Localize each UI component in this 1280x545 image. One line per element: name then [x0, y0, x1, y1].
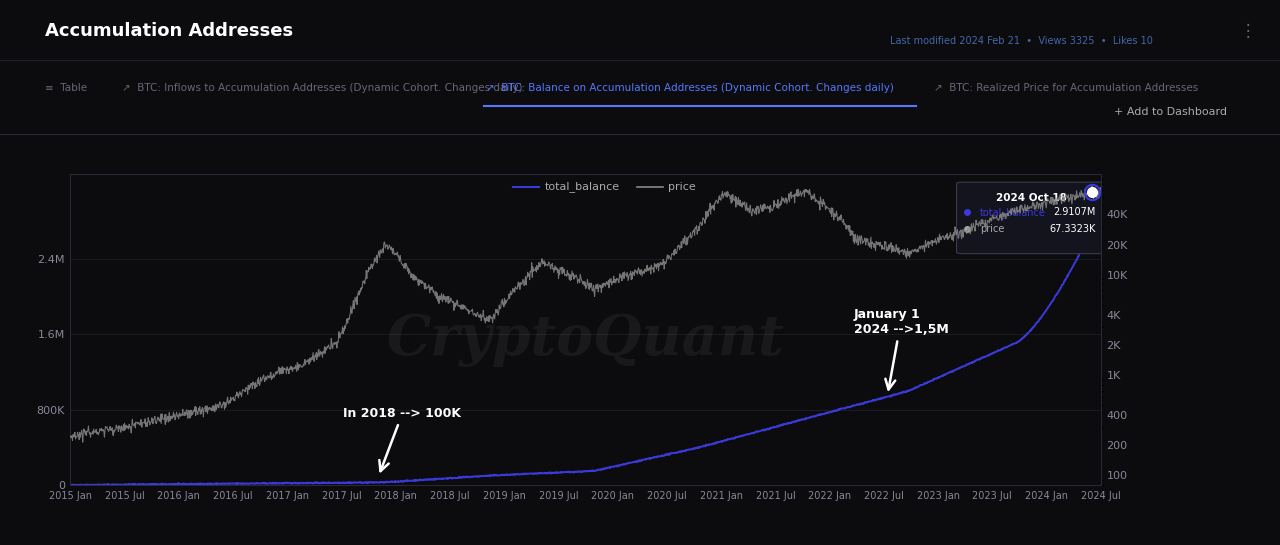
Text: ⋮: ⋮	[1240, 21, 1256, 40]
Text: January 1
2024 -->1,5M: January 1 2024 -->1,5M	[854, 308, 948, 390]
Text: 2024 Oct 18: 2024 Oct 18	[996, 193, 1066, 203]
Text: total_balance: total_balance	[980, 207, 1046, 218]
Text: total_balance: total_balance	[544, 181, 620, 192]
Text: 67.3323K: 67.3323K	[1050, 224, 1096, 234]
FancyBboxPatch shape	[956, 182, 1106, 253]
Text: ≡  Table: ≡ Table	[45, 83, 87, 93]
Text: Last modified 2024 Feb 21  •  Views 3325  •  Likes 10: Last modified 2024 Feb 21 • Views 3325 •…	[890, 36, 1152, 46]
Text: ↗  BTC: Balance on Accumulation Addresses (Dynamic Cohort. Changes daily): ↗ BTC: Balance on Accumulation Addresses…	[486, 83, 895, 93]
Text: Accumulation Addresses: Accumulation Addresses	[45, 21, 293, 40]
Text: price: price	[980, 224, 1005, 234]
Text: price: price	[668, 182, 696, 192]
Text: ↗  BTC: Realized Price for Accumulation Addresses: ↗ BTC: Realized Price for Accumulation A…	[934, 83, 1198, 93]
Text: In 2018 --> 100K: In 2018 --> 100K	[343, 407, 462, 471]
Text: 2.9107M: 2.9107M	[1053, 207, 1096, 217]
Text: + Add to Dashboard: + Add to Dashboard	[1114, 107, 1226, 117]
Text: ↗  BTC: Inflows to Accumulation Addresses (Dynamic Cohort. Changes daily): ↗ BTC: Inflows to Accumulation Addresses…	[122, 83, 522, 93]
Text: CryptoQuant: CryptoQuant	[387, 312, 785, 367]
